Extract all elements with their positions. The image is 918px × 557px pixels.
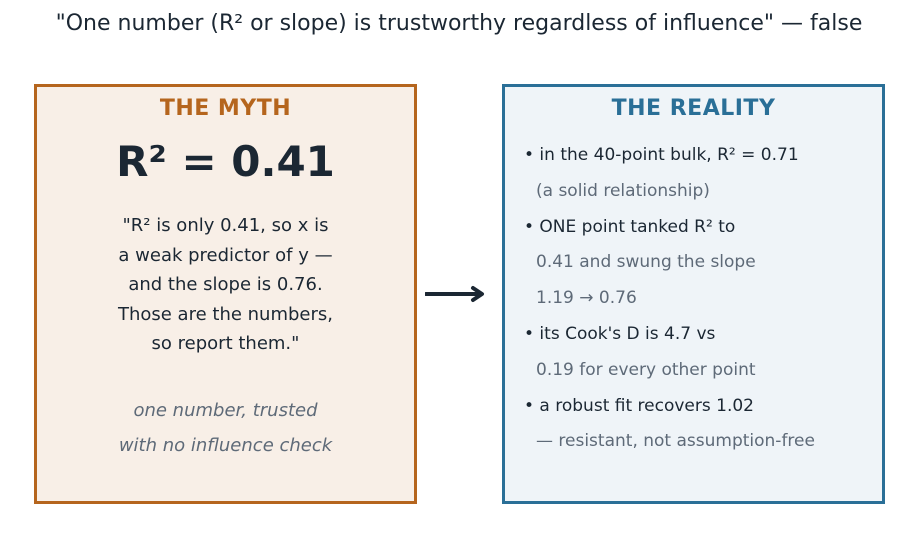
reality-fact-continuation: (a solid relationship) — [536, 180, 710, 201]
myth-caption-line: one number, trusted — [133, 400, 318, 421]
reality-fact-continuation: 0.41 and swung the slope — [536, 252, 756, 273]
reality-fact-continuation: 1.19 → 0.76 — [536, 288, 637, 309]
myth-quote: "R² is only 0.41, so x is a weak predict… — [37, 211, 414, 359]
myth-heading: THE MYTH — [159, 96, 292, 121]
myth-stat: R² = 0.41 — [116, 137, 335, 186]
right-arrow-icon — [425, 286, 484, 302]
myth-quote-line: and the slope is 0.76. — [128, 274, 323, 296]
myth-quote-line: "R² is only 0.41, so x is — [122, 215, 329, 236]
reality-panel: THE REALITY • in the 40-point bulk, R² =… — [502, 84, 885, 504]
page-title: "One number (R² or slope) is trustworthy… — [55, 11, 863, 36]
myth-panel: THE MYTH R² = 0.41 "R² is only 0.41, so … — [34, 84, 417, 504]
myth-quote-line: a weak predictor of y — — [118, 244, 333, 266]
myth-caption-line: with no influence check — [118, 435, 333, 456]
reality-fact-line: • ONE point tanked R² to — [524, 216, 736, 237]
reality-fact-continuation: 0.19 for every other point — [536, 359, 756, 380]
myth-quote-line: Those are the numbers, — [117, 303, 334, 325]
reality-fact-line: • a robust fit recovers 1.02 — [524, 395, 754, 416]
reality-fact-line: • its Cook's D is 4.7 vs — [524, 323, 716, 344]
reality-heading: THE REALITY — [611, 96, 776, 121]
reality-fact-continuation: — resistant, not assumption-free — [536, 431, 815, 452]
reality-fact-list: • in the 40-point bulk, R² = 0.71 (a sol… — [524, 138, 815, 460]
myth-caption: one number, trusted with no influence ch… — [37, 393, 414, 463]
myth-quote-line: so report them." — [151, 333, 300, 355]
reality-fact-line: • in the 40-point bulk, R² = 0.71 — [524, 145, 799, 165]
